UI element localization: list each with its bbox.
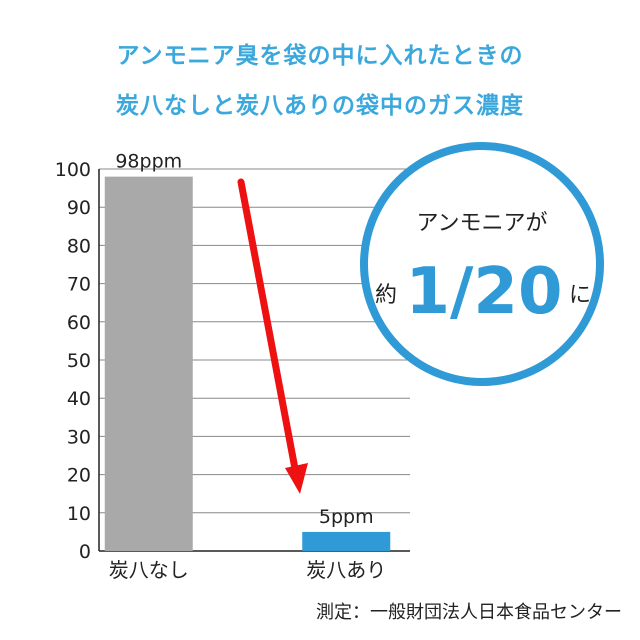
chart-title-line-1: アンモニア臭を袋の中に入れたときの bbox=[116, 43, 524, 69]
y-tick-label: 100 bbox=[55, 159, 91, 181]
callout-top-text: アンモニアが bbox=[416, 211, 547, 236]
data-label: 5ppm bbox=[319, 506, 374, 528]
arrow-shaft bbox=[237, 178, 300, 478]
labels: 0 10 20 30 40 50 60 70 80 90 100 98ppm 炭八なし 5ppm 炭八あり bbox=[55, 151, 387, 582]
arrow-head bbox=[285, 463, 308, 494]
callout-suffix: に bbox=[569, 283, 591, 308]
decrease-arrow bbox=[237, 178, 308, 494]
y-tick-label: 80 bbox=[67, 235, 91, 257]
bar-without-charcoal bbox=[104, 176, 193, 551]
y-tick-label: 30 bbox=[67, 426, 91, 448]
data-label: 98ppm bbox=[115, 151, 182, 173]
callout-value: 1/20 bbox=[406, 255, 563, 329]
y-tick-label: 40 bbox=[67, 388, 91, 410]
bars bbox=[104, 176, 391, 551]
y-tick-label: 50 bbox=[67, 350, 91, 372]
reduction-callout: アンモニアが 約 1/20 に bbox=[360, 142, 604, 386]
x-category-label: 炭八なし bbox=[109, 558, 189, 582]
y-tick-label: 10 bbox=[67, 503, 91, 525]
callout-circle bbox=[360, 142, 604, 386]
y-tick-label: 90 bbox=[67, 197, 91, 219]
y-tick-label: 60 bbox=[67, 312, 91, 334]
chart-title-line-2: 炭八なしと炭八ありの袋中のガス濃度 bbox=[116, 93, 524, 119]
y-tick-label: 70 bbox=[67, 274, 91, 296]
y-tick-label: 0 bbox=[79, 541, 91, 563]
source-note: 測定：一般財団法人日本食品センター bbox=[316, 602, 622, 623]
y-tick-label: 20 bbox=[67, 465, 91, 487]
callout-prefix: 約 bbox=[375, 283, 397, 308]
x-category-label: 炭八あり bbox=[306, 558, 386, 582]
bar-with-charcoal bbox=[302, 531, 391, 551]
